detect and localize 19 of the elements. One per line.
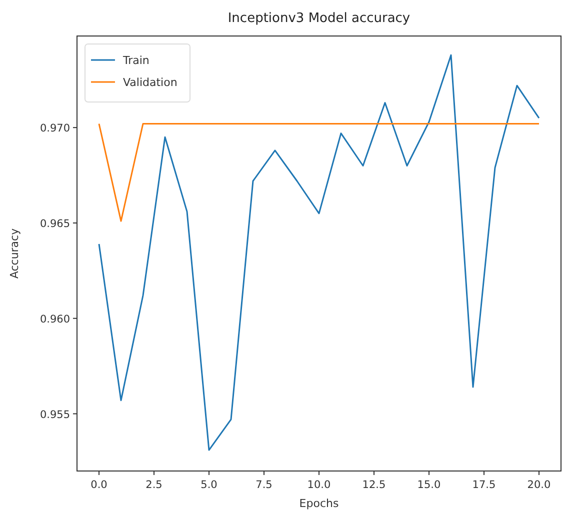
x-tick-label: 17.5: [472, 479, 496, 491]
chart-title: Inceptionv3 Model accuracy: [228, 11, 410, 26]
x-tick-label: 2.5: [146, 479, 162, 491]
y-tick-label: 0.965: [40, 218, 70, 230]
legend-label: Train: [122, 54, 150, 67]
y-tick-label: 0.970: [40, 122, 70, 135]
x-tick-label: 7.5: [256, 479, 272, 491]
y-tick-label: 0.955: [40, 408, 70, 421]
y-axis-title: Accuracy: [8, 228, 21, 279]
x-axis-title: Epochs: [299, 497, 339, 510]
line-series: [98, 54, 540, 451]
legend-label: Validation: [123, 76, 178, 89]
x-tick-label: 5.0: [200, 479, 218, 491]
x-tick-label: 12.5: [362, 479, 386, 491]
x-tick-label: 0.0: [90, 479, 108, 491]
x-tick-label: 20.0: [527, 479, 551, 491]
x-tick-label: 10.0: [307, 479, 331, 491]
y-tick-label: 0.960: [40, 313, 70, 326]
x-tick-label: 15.0: [417, 479, 441, 491]
